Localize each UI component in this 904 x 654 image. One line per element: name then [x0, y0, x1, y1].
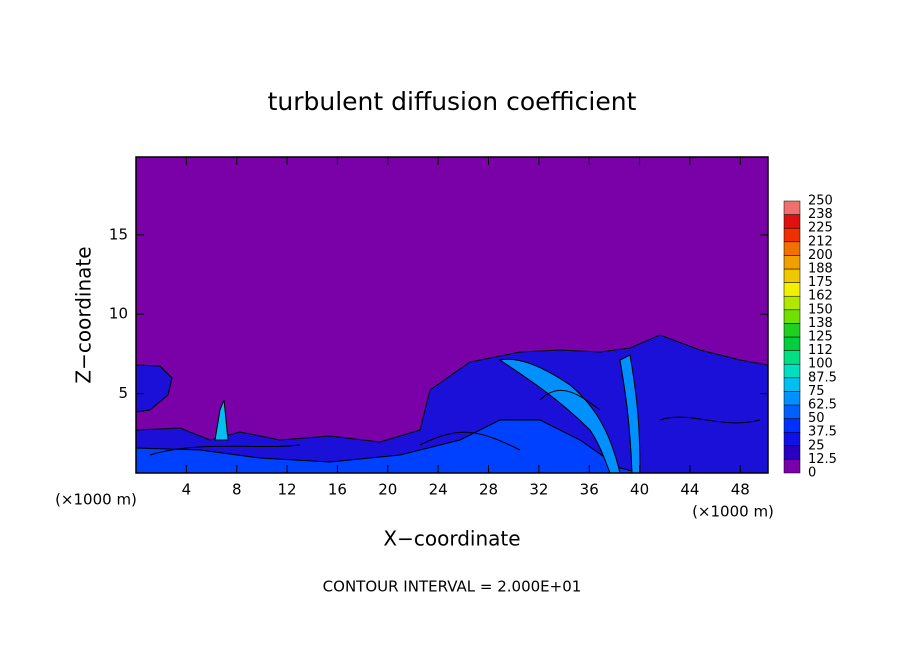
colorbar-band [783, 404, 801, 419]
colorbar-label: 175 [808, 275, 833, 290]
colorbar-band [783, 418, 801, 433]
x-tick-label: 40 [630, 481, 649, 499]
colorbar-label: 150 [808, 302, 833, 317]
x-tick-label: 4 [182, 481, 192, 499]
colorbar-band [783, 295, 801, 311]
colorbar-band [783, 363, 801, 379]
colorbar-label: 87.5 [808, 370, 837, 385]
colorbar-label: 225 [808, 221, 833, 236]
colorbar-band [783, 241, 801, 256]
field-region [214, 399, 229, 441]
colorbar-band [783, 445, 801, 460]
colorbar-label: 50 [808, 411, 825, 426]
colorbar-label: 37.5 [808, 425, 837, 440]
plot-frame [135, 156, 769, 474]
colorbar-label: 25 [808, 438, 825, 453]
x-unit: (×1000 m) [692, 503, 774, 521]
colorbar-band [783, 255, 801, 270]
colorbar-band [783, 282, 801, 297]
colorbar-label: 100 [808, 357, 833, 372]
colorbar-label: 12.5 [808, 452, 837, 467]
colorbar-label: 112 [808, 343, 833, 358]
x-tick-label: 20 [378, 481, 397, 499]
x-tick-label: 28 [479, 481, 498, 499]
colorbar-label: 200 [808, 248, 833, 263]
colorbar-band [783, 200, 801, 215]
colorbar-band [783, 459, 801, 474]
y-tick-label: 10 [109, 305, 128, 323]
colorbar-band [783, 323, 801, 338]
colorbar-label: 75 [808, 384, 825, 399]
x-tick-label: 36 [580, 481, 599, 499]
colorbar-band [783, 309, 801, 324]
y-axis-label: Z−coordinate [72, 246, 96, 383]
colorbar-label: 212 [808, 234, 833, 249]
field-region [135, 334, 769, 474]
x-tick-label: 8 [232, 481, 242, 499]
x-tick-label: 48 [731, 481, 750, 499]
y-unit: (×1000 m) [55, 491, 137, 509]
colorbar-band [783, 336, 801, 351]
colorbar-label: 138 [808, 316, 833, 331]
colorbar-label: 0 [808, 466, 816, 481]
x-axis-label: X−coordinate [383, 527, 520, 551]
annotation: CONTOUR INTERVAL = 2.000E+01 [323, 578, 582, 596]
colorbar-band [783, 391, 801, 406]
colorbar-label: 162 [808, 289, 833, 304]
colorbar-band [783, 350, 801, 365]
field [135, 157, 769, 474]
y-tick-label: 5 [118, 384, 128, 402]
x-tick-label: 32 [529, 481, 548, 499]
x-tick-label: 24 [429, 481, 448, 499]
colorbar-band [783, 268, 801, 283]
colorbar-band [783, 227, 801, 243]
chart-title: turbulent diffusion coefficient [268, 87, 637, 116]
colorbar-band [783, 431, 801, 447]
colorbar-label: 125 [808, 330, 833, 345]
colorbar-label: 62.5 [808, 398, 837, 413]
y-tick-label: 15 [109, 225, 128, 243]
x-tick-label: 12 [278, 481, 297, 499]
x-tick-label: 44 [680, 481, 699, 499]
colorbar-label: 188 [808, 262, 833, 277]
x-tick-label: 16 [328, 481, 347, 499]
colorbar-label: 250 [808, 194, 833, 209]
colorbar-band [783, 214, 801, 229]
colorbar-band [783, 377, 801, 392]
colorbar-label: 238 [808, 207, 833, 222]
contour-line [149, 389, 761, 456]
